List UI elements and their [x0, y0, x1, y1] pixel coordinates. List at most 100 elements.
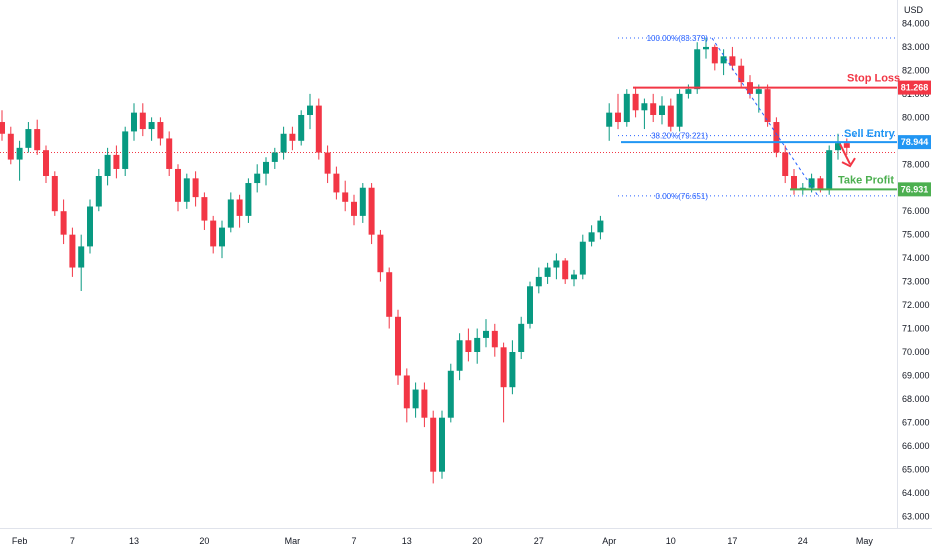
- candle: [227, 192, 234, 233]
- x-tick-label: 20: [199, 536, 209, 546]
- candle: [359, 183, 366, 223]
- annotation-label: Sell Entry: [844, 128, 896, 140]
- candle: [166, 131, 173, 176]
- candle: [236, 194, 243, 228]
- candle: [447, 363, 454, 423]
- y-tick-label: 73.000: [902, 277, 930, 287]
- candle: [368, 183, 375, 245]
- x-tick-label: 13: [129, 536, 139, 546]
- candle: [271, 147, 278, 169]
- candle: [95, 168, 102, 212]
- candle: [465, 328, 472, 362]
- candle: [386, 267, 393, 329]
- y-tick-label: 71.000: [902, 324, 930, 334]
- level-take-profit[interactable]: 76.931 Take Profit: [790, 174, 931, 197]
- x-tick-label: 13: [402, 536, 412, 546]
- candle: [175, 164, 181, 212]
- candle: [606, 103, 613, 141]
- time-axis[interactable]: Feb 7 13 20 Mar 7 13 20 27 Apr 10 17 24 May: [12, 536, 874, 546]
- y-tick-label: 78.000: [902, 159, 930, 169]
- candle: [579, 234, 586, 280]
- candle: [562, 258, 569, 284]
- candle: [34, 119, 41, 155]
- fib-trend-line[interactable]: [711, 37, 819, 197]
- y-tick-label: 82.000: [902, 65, 930, 75]
- price-tag: [898, 182, 931, 197]
- x-tick-label: Apr: [602, 536, 616, 546]
- candle: [280, 126, 287, 160]
- candle: [0, 110, 5, 141]
- x-tick-label: 24: [798, 536, 808, 546]
- price-tag-label: 76.931: [901, 184, 929, 194]
- candle: [615, 93, 621, 130]
- candle: [773, 117, 780, 158]
- currency-label: USD: [904, 5, 924, 15]
- price-tag: [898, 135, 931, 150]
- candle: [703, 37, 709, 59]
- candle: [342, 180, 349, 212]
- candle: [738, 58, 745, 87]
- candle: [597, 215, 604, 240]
- candle: [51, 171, 58, 216]
- candle: [245, 178, 252, 223]
- candle: [16, 140, 23, 181]
- y-tick-label: 83.000: [902, 42, 930, 52]
- candle: [518, 316, 525, 360]
- candle: [491, 323, 498, 357]
- trade-arrow: [839, 143, 856, 168]
- candle: [720, 49, 727, 76]
- candle: [711, 44, 718, 71]
- candle: [500, 342, 507, 423]
- y-tick-label: 69.000: [902, 370, 930, 380]
- candle: [333, 166, 340, 200]
- y-tick-label: 63.000: [902, 511, 930, 521]
- x-tick-label: 7: [351, 536, 356, 546]
- fibonacci-retracement[interactable]: 100.00%(83.379) 38.20%(79.221) 0.00%(76.65…: [618, 34, 895, 201]
- candle: [315, 98, 322, 160]
- candle: [403, 368, 410, 423]
- x-tick-label: May: [856, 536, 874, 546]
- candle: [298, 110, 305, 146]
- candle: [764, 84, 771, 127]
- level-sell-entry[interactable]: 78.944 Sell Entry: [621, 128, 931, 150]
- candle: [131, 103, 137, 141]
- candle: [263, 157, 269, 186]
- price-tag-label: 81.268: [901, 83, 929, 93]
- x-tick-label: 7: [70, 536, 75, 546]
- candle: [351, 194, 357, 226]
- candle: [430, 410, 437, 484]
- candle: [289, 126, 296, 151]
- candle: [659, 96, 665, 125]
- price-tag: [898, 80, 931, 95]
- fib-level-label: 100.00%(83.379): [647, 34, 709, 43]
- y-tick-label: 74.000: [902, 253, 930, 263]
- x-tick-label: 10: [666, 536, 676, 546]
- price-axis[interactable]: 63.000 64.000 65.000 66.000 67.000 68.000 69.0…: [902, 18, 930, 521]
- candle: [623, 89, 630, 127]
- candle: [412, 382, 419, 418]
- candle: [641, 98, 648, 130]
- candle: [377, 229, 384, 282]
- y-tick-label: 65.000: [902, 464, 930, 474]
- candle: [544, 262, 551, 284]
- x-tick-label: Feb: [12, 536, 28, 546]
- candle: [104, 147, 111, 186]
- candle: [676, 89, 683, 132]
- candle: [509, 340, 516, 395]
- y-tick-label: 67.000: [902, 417, 930, 427]
- candle: [483, 319, 489, 348]
- candle: [835, 133, 841, 160]
- candle: [571, 269, 577, 287]
- candle: [148, 117, 155, 141]
- candle: [113, 145, 120, 179]
- candle: [474, 328, 481, 364]
- candle: [588, 225, 595, 247]
- y-tick-label: 70.000: [902, 347, 930, 357]
- y-tick-label: 84.000: [902, 18, 930, 28]
- candle: [122, 126, 129, 176]
- candle: [632, 86, 639, 118]
